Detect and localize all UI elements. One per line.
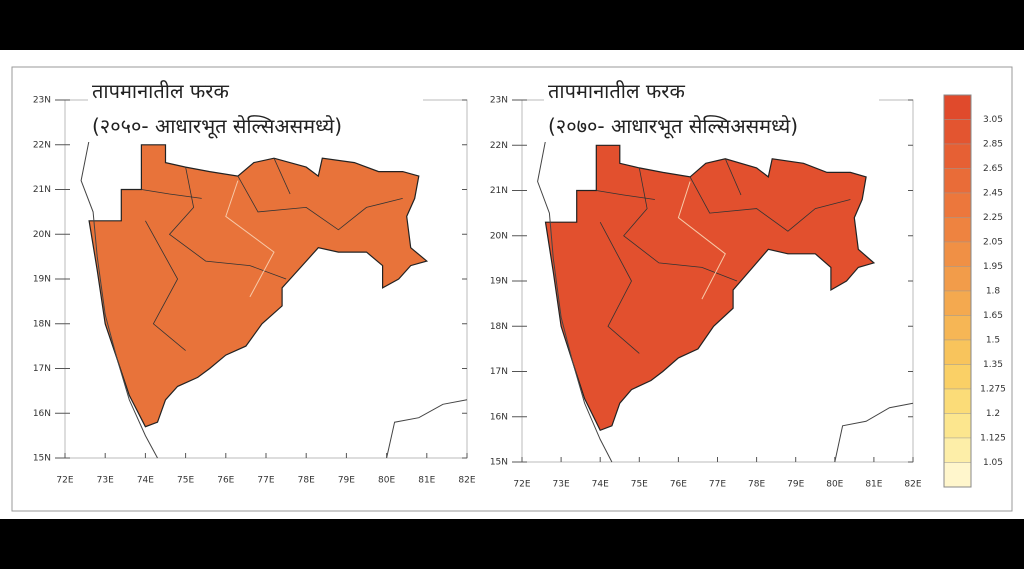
colorbar-swatch xyxy=(943,266,972,292)
bottom-bar xyxy=(0,519,1024,569)
colorbar-frame xyxy=(943,94,972,488)
x-tick-label: 76E xyxy=(670,480,687,490)
colorbar-label: 1.05 xyxy=(983,458,1003,468)
district-border xyxy=(145,220,186,351)
colorbar-label: 1.95 xyxy=(983,262,1003,272)
border-line xyxy=(834,402,914,463)
title-background xyxy=(88,72,423,142)
colorbar-swatch xyxy=(943,462,972,488)
colorbar-swatch xyxy=(943,94,972,120)
state-region xyxy=(544,144,876,432)
colorbar-swatch xyxy=(943,339,972,365)
x-tick-label: 75E xyxy=(177,476,194,486)
state-region xyxy=(88,144,429,428)
contour-line xyxy=(677,181,726,300)
y-tick-label: 18N xyxy=(490,322,508,332)
colorbar-label: 2.65 xyxy=(983,164,1003,174)
title-background xyxy=(544,72,879,142)
x-tick-label: 82E xyxy=(904,480,921,490)
top-bar xyxy=(0,0,1024,50)
colorbar-label: 3.05 xyxy=(983,115,1003,125)
x-tick-label: 79E xyxy=(787,480,804,490)
colorbar-label: 2.05 xyxy=(983,238,1003,248)
colorbar-swatch xyxy=(943,437,972,463)
y-tick-label: 16N xyxy=(33,409,51,419)
x-tick-label: 77E xyxy=(257,476,274,486)
panel-subtitle: (२०५०- आधारभूत सेल्सिअसमध्ये) xyxy=(92,114,342,139)
x-tick-label: 72E xyxy=(513,480,530,490)
border-line xyxy=(386,399,468,459)
colorbar-swatch xyxy=(943,388,972,414)
contour-line xyxy=(225,180,275,298)
y-tick-label: 23N xyxy=(490,96,508,106)
y-tick-label: 20N xyxy=(490,231,508,241)
colorbar-label: 1.8 xyxy=(986,287,1001,297)
x-tick-label: 80E xyxy=(378,476,395,486)
colorbar-swatch xyxy=(943,192,972,218)
colorbar-swatch xyxy=(943,241,972,267)
district-border xyxy=(599,222,640,354)
x-tick-label: 78E xyxy=(748,480,765,490)
colorbar-label: 2.25 xyxy=(983,213,1003,223)
y-tick-label: 21N xyxy=(490,186,508,196)
x-tick-label: 80E xyxy=(826,480,843,490)
district-border xyxy=(168,167,287,280)
panel-title: तापमानातील फरक xyxy=(548,79,685,103)
colorbar-swatch xyxy=(943,143,972,169)
y-tick-label: 16N xyxy=(490,412,508,422)
x-tick-label: 82E xyxy=(458,476,475,486)
x-tick-label: 72E xyxy=(56,476,73,486)
x-tick-label: 81E xyxy=(865,480,882,490)
colorbar-swatch xyxy=(943,290,972,316)
x-tick-label: 74E xyxy=(137,476,154,486)
district-border xyxy=(141,189,202,199)
y-tick-label: 15N xyxy=(490,458,508,468)
y-tick-label: 19N xyxy=(490,277,508,287)
x-tick-label: 73E xyxy=(553,480,570,490)
panel-subtitle: (२०७०- आधारभूत सेल्सिअसमध्ये) xyxy=(548,114,798,139)
y-tick-label: 17N xyxy=(490,367,508,377)
district-border xyxy=(237,175,403,231)
colorbar-label: 1.2 xyxy=(986,409,1000,419)
x-tick-label: 77E xyxy=(709,480,726,490)
x-tick-label: 76E xyxy=(217,476,234,486)
colorbar-swatch xyxy=(943,119,972,145)
coastline xyxy=(537,131,613,463)
district-border xyxy=(689,176,851,232)
y-tick-label: 23N xyxy=(33,96,51,106)
colorbar-label: 2.45 xyxy=(983,189,1003,199)
y-tick-label: 15N xyxy=(33,454,51,464)
colorbar-swatch xyxy=(943,364,972,390)
colorbar-swatch xyxy=(943,413,972,439)
y-tick-label: 18N xyxy=(33,319,51,329)
y-tick-label: 20N xyxy=(33,230,51,240)
colorbar-swatch xyxy=(943,217,972,243)
x-tick-label: 75E xyxy=(631,480,648,490)
y-tick-label: 21N xyxy=(33,185,51,195)
panel-title: तापमानातील फरक xyxy=(92,79,229,103)
district-border xyxy=(273,158,291,195)
district-border xyxy=(724,158,742,196)
colorbar-label: 1.275 xyxy=(980,385,1006,395)
x-tick-label: 81E xyxy=(418,476,435,486)
coastline xyxy=(80,130,158,459)
colorbar-swatch xyxy=(943,168,972,194)
y-tick-label: 17N xyxy=(33,364,51,374)
district-border xyxy=(596,190,655,200)
y-tick-label: 22N xyxy=(33,140,51,150)
colorbar-label: 1.65 xyxy=(983,311,1003,321)
colorbar-label: 1.125 xyxy=(980,434,1006,444)
colorbar-swatch xyxy=(943,315,972,341)
y-tick-label: 19N xyxy=(33,275,51,285)
x-tick-label: 73E xyxy=(97,476,114,486)
colorbar-label: 1.5 xyxy=(986,336,1000,346)
y-tick-label: 22N xyxy=(490,141,508,151)
district-border xyxy=(623,167,738,282)
x-tick-label: 79E xyxy=(338,476,355,486)
x-tick-label: 74E xyxy=(592,480,609,490)
colorbar-label: 1.35 xyxy=(983,360,1003,370)
colorbar-label: 2.85 xyxy=(983,140,1003,150)
x-tick-label: 78E xyxy=(298,476,315,486)
